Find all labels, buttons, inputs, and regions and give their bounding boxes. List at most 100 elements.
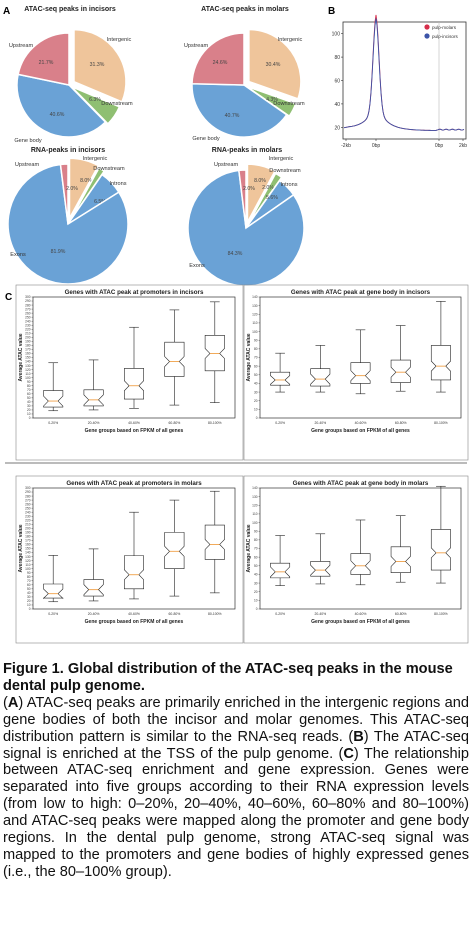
pie-title: RNA-peaks in incisors bbox=[31, 147, 105, 154]
slice-label: Downstream bbox=[269, 168, 301, 174]
y-axis-label: Average ATAC value bbox=[246, 524, 252, 572]
box bbox=[310, 561, 331, 577]
pie-atac-incisors: ATAC-seq peaks in incisors Intergenic 31.3… bbox=[9, 6, 133, 144]
y-tick-label: 170 bbox=[25, 348, 31, 352]
y-tick-label: 120 bbox=[252, 503, 258, 507]
slice-percent: 84.3% bbox=[228, 251, 243, 257]
y-tick-label: 150 bbox=[25, 547, 31, 551]
y-tick-label: 30 bbox=[27, 404, 31, 408]
y-axis-label: Average ATAC value bbox=[18, 333, 24, 381]
y-tick-label: 70 bbox=[27, 388, 31, 392]
box bbox=[124, 368, 144, 400]
category-label: 0-20% bbox=[48, 612, 58, 616]
y-tick-label: 280 bbox=[25, 303, 31, 307]
slice-percent: 4.3% bbox=[266, 97, 278, 103]
slice-percent: 5.6% bbox=[266, 195, 278, 201]
y-tick-label: 220 bbox=[25, 518, 31, 522]
y-tick-label: 100 bbox=[25, 376, 31, 380]
y-tick-label: 210 bbox=[25, 523, 31, 527]
plot-title: Genes with ATAC peak at gene body in mol… bbox=[293, 480, 429, 487]
pie-slice bbox=[68, 157, 100, 219]
y-tick-label: 120 bbox=[252, 312, 258, 316]
y-tick-label: 80 bbox=[334, 55, 340, 61]
y-tick-label: 0 bbox=[29, 607, 31, 611]
slice-label: Intergenic bbox=[83, 156, 108, 162]
y-tick-label: 230 bbox=[25, 323, 31, 327]
pie-title: RNA-peaks in molars bbox=[212, 147, 283, 154]
pie-slice bbox=[246, 85, 297, 118]
y-tick-label: 40 bbox=[254, 382, 258, 386]
y-tick-label: 40 bbox=[27, 400, 31, 404]
box bbox=[390, 359, 411, 383]
pie-slice bbox=[238, 169, 247, 229]
y-tick-label: 300 bbox=[25, 486, 31, 490]
plot-title: Genes with ATAC peak at gene body in inc… bbox=[291, 289, 431, 296]
y-tick-label: 10 bbox=[254, 408, 258, 412]
category-label: 20-40% bbox=[88, 612, 100, 616]
y-tick-label: 100 bbox=[332, 32, 341, 38]
category-label: 20-40% bbox=[88, 421, 100, 425]
box bbox=[270, 371, 291, 386]
pie-slice bbox=[187, 169, 305, 287]
x-axis-label: Gene groups based on FPKM of all genes bbox=[311, 428, 410, 434]
slice-label: Upstream bbox=[214, 162, 239, 168]
figure-1: A B C ATAC-seq peaks in incisors Intergen… bbox=[3, 6, 469, 644]
pie-slice bbox=[246, 163, 276, 223]
y-tick-label: 20 bbox=[254, 399, 258, 403]
x-tick-label: 0bp bbox=[435, 143, 444, 149]
slice-percent: 21.7% bbox=[39, 60, 54, 66]
slice-label: Downstream bbox=[93, 166, 125, 172]
slice-percent: 40.6% bbox=[50, 112, 65, 118]
y-tick-label: 250 bbox=[25, 506, 31, 510]
box bbox=[350, 553, 371, 575]
y-tick-label: 60 bbox=[27, 583, 31, 587]
y-tick-label: 50 bbox=[27, 587, 31, 591]
category-label: 40-60% bbox=[355, 421, 367, 425]
box bbox=[204, 524, 225, 560]
y-tick-label: 20 bbox=[27, 408, 31, 412]
category-label: 40-60% bbox=[128, 612, 140, 616]
y-tick-label: 160 bbox=[25, 352, 31, 356]
figure-caption: Figure 1. Global distribution of the ATA… bbox=[3, 661, 469, 881]
box bbox=[350, 362, 371, 384]
x-tick-label: 0bp bbox=[372, 143, 381, 149]
panel-frame bbox=[15, 284, 244, 461]
pie-slice bbox=[191, 32, 245, 86]
y-tick-label: 110 bbox=[25, 563, 30, 567]
slice-label: Intergenic bbox=[107, 37, 132, 43]
pie-slice bbox=[247, 172, 283, 226]
panel-frame bbox=[243, 475, 469, 644]
box bbox=[43, 583, 64, 600]
pie-atac-molars: ATAC-seq peaks in molars Intergenic 30.4% D… bbox=[184, 6, 305, 142]
slice-percent: 6.5% bbox=[94, 199, 106, 205]
caption-title: Figure 1. Global distribution of the ATA… bbox=[3, 661, 453, 694]
category-label: 80-100% bbox=[434, 421, 448, 425]
y-tick-label: 180 bbox=[25, 535, 31, 539]
y-tick-label: 250 bbox=[25, 315, 31, 319]
caption-segment: ) The ATAC-seq signal is enriched at the… bbox=[3, 728, 469, 762]
slice-label: Intergenic bbox=[269, 156, 294, 162]
slice-percent: 30.4% bbox=[266, 62, 281, 68]
slice-percent: 31.3% bbox=[90, 62, 105, 68]
y-tick-label: 90 bbox=[27, 380, 31, 384]
category-label: 60-80% bbox=[395, 421, 407, 425]
y-tick-label: 20 bbox=[27, 599, 31, 603]
y-tick-label: 190 bbox=[25, 340, 31, 344]
y-tick-label: 50 bbox=[27, 396, 31, 400]
y-tick-label: 50 bbox=[254, 564, 258, 568]
box bbox=[204, 335, 225, 372]
category-label: 80-100% bbox=[208, 612, 222, 616]
category-label: 60-80% bbox=[169, 612, 181, 616]
box bbox=[43, 390, 64, 408]
slice-label: Upstream bbox=[184, 43, 209, 49]
tss-profile-plot: 20 40 60 80 100 -2kb 0bp 0bp 2kb pulp-molars pulp-… bbox=[332, 14, 467, 149]
y-tick-label: 220 bbox=[25, 327, 31, 331]
slice-label: Introns bbox=[109, 181, 126, 187]
y-tick-label: 130 bbox=[252, 304, 258, 308]
x-tick-label: -2kb bbox=[341, 143, 351, 149]
y-tick-label: 80 bbox=[254, 538, 258, 542]
slice-label: Downstream bbox=[273, 101, 305, 107]
y-tick-label: 110 bbox=[25, 372, 30, 376]
y-tick-label: 290 bbox=[25, 299, 31, 303]
slice-percent: 2.0% bbox=[66, 186, 78, 192]
